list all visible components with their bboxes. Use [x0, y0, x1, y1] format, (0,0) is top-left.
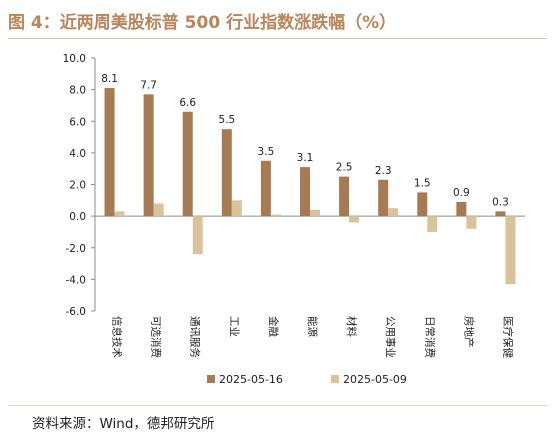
- data-label: 8.1: [101, 73, 118, 85]
- bar-series-1: [300, 167, 310, 217]
- data-label: 0.9: [453, 187, 470, 199]
- bar-series-2: [349, 216, 360, 223]
- bar-series-2: [270, 214, 281, 217]
- bar-series-1: [260, 160, 271, 217]
- bar-series-2: [153, 203, 164, 217]
- category-label: 金融: [267, 316, 280, 337]
- data-label: 0.3: [492, 196, 509, 208]
- bar-series-1: [417, 192, 428, 217]
- data-label: 2.5: [336, 162, 353, 174]
- y-tick-label: -6.0: [66, 306, 87, 318]
- bar-series-2: [192, 216, 203, 255]
- bar-series-2: [388, 208, 399, 217]
- bar-series-1: [104, 88, 115, 217]
- title-divider: [8, 38, 547, 39]
- category-label: 房地产: [462, 316, 475, 348]
- category-label: 可选消费: [150, 316, 163, 358]
- data-label: 3.1: [297, 152, 314, 164]
- data-label: 5.5: [218, 114, 235, 126]
- y-tick-label: 4.0: [69, 148, 86, 160]
- bar-series-1: [182, 111, 193, 217]
- y-tick-label: 8.0: [69, 85, 86, 97]
- bar-series-1: [495, 211, 506, 217]
- y-tick-label: 0.0: [69, 211, 86, 223]
- y-tick-label: -2.0: [66, 243, 87, 255]
- bar-series-2: [505, 216, 516, 285]
- figure-title: 图 4：近两周美股标普 500 行业指数涨跌幅（%）: [8, 13, 397, 33]
- bar-series-1: [339, 176, 350, 217]
- legend-swatch: [207, 375, 215, 383]
- bar-series-1: [221, 129, 232, 217]
- bar-series-1: [456, 201, 467, 217]
- bar-chart: 10.0 8.0 6.0 4.0 2.0 0.0 -2.0 -4.0 -6.0 8.1 信息技术 7.…: [63, 53, 525, 386]
- source-note: 资料来源：Wind，德邦研究所: [32, 416, 215, 432]
- bar-series-2: [466, 216, 477, 229]
- category-label: 通讯服务: [189, 316, 202, 358]
- data-label: 3.5: [258, 146, 275, 158]
- y-tick-label: 6.0: [69, 116, 86, 128]
- data-label: 2.3: [375, 165, 392, 177]
- legend-swatch: [331, 375, 339, 383]
- category-label: 能源: [306, 316, 319, 337]
- y-tick-label: 2.0: [69, 180, 86, 192]
- bar-series-2: [427, 216, 438, 232]
- category-label: 医疗保健: [501, 316, 514, 358]
- bar-series-2: [114, 211, 125, 217]
- bar-series-2: [231, 200, 242, 217]
- category-label: 日常消费: [423, 316, 436, 358]
- y-tick-label: 10.0: [63, 53, 86, 65]
- category-label: 工业: [228, 316, 240, 337]
- data-label: 1.5: [414, 177, 431, 189]
- legend-label: 2025-05-09: [343, 373, 407, 386]
- data-label: 6.6: [179, 97, 196, 109]
- bar-series-1: [378, 179, 389, 217]
- category-label: 材料: [345, 316, 358, 337]
- source-divider: [8, 405, 547, 406]
- bar-series-2: [310, 209, 320, 217]
- bar-series-1: [143, 94, 154, 217]
- category-label: 公用事业: [384, 316, 397, 358]
- data-label: 7.7: [140, 79, 157, 91]
- legend-label: 2025-05-16: [219, 373, 283, 386]
- y-tick-label: -4.0: [66, 274, 87, 286]
- category-label: 信息技术: [111, 316, 124, 358]
